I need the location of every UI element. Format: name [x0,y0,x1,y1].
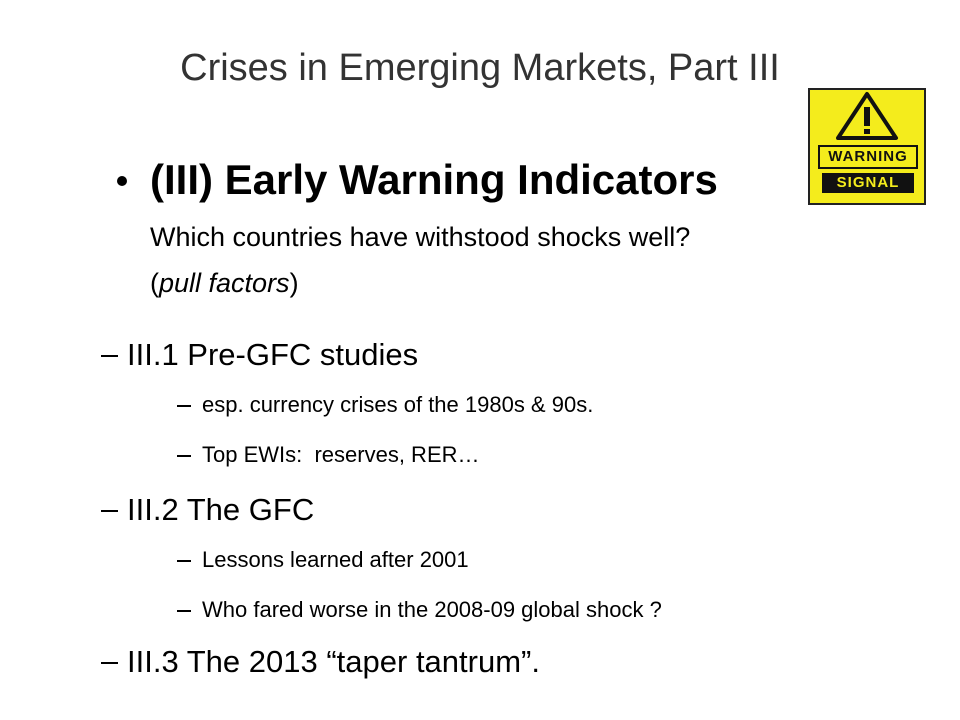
item-text: III.1 Pre-GFC studies [127,337,419,372]
subitem-text: esp. currency crises of the 1980s & 90s. [202,392,594,417]
subitem-text: Lessons learned after 2001 [202,547,469,572]
warning-triangle [836,92,898,140]
note-open: ( [150,268,159,298]
subitem-text: Top EWIs: reserves, RER… [202,442,480,467]
item-dash [101,662,118,664]
subitem-dash [177,405,191,407]
subitem-dash [177,610,191,612]
bullet-heading: (III) Early Warning Indicators [150,156,718,203]
bullet-dot [117,176,127,186]
warning-sign: WARNING SIGNAL [808,88,926,205]
item-text: III.2 The GFC [127,492,315,527]
item-text: III.3 The 2013 “taper tantrum”. [127,644,540,679]
note-close: ) [289,268,299,298]
subitem-dash [177,455,191,457]
sign-bottom: SIGNAL [822,173,914,193]
subitem-dash [177,560,191,562]
item-dash [101,355,118,357]
bullet-question: Which countries have withstood shocks we… [150,222,691,252]
slide-title: Crises in Emerging Markets, Part III [180,47,780,89]
note-italic: pull factors [159,268,290,298]
bullet-note: (pull factors) [150,266,299,300]
item-dash [101,510,118,512]
subitem-text: Who fared worse in the 2008-09 global sh… [202,597,662,622]
sign-top: WARNING [818,145,918,169]
